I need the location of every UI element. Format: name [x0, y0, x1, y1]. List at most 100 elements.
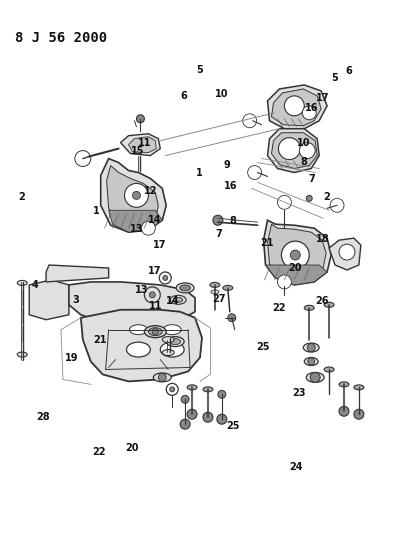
Ellipse shape [303, 343, 319, 352]
Text: 5: 5 [331, 73, 338, 83]
Text: 4: 4 [32, 280, 38, 290]
Polygon shape [109, 211, 162, 232]
Polygon shape [329, 238, 361, 270]
Text: 12: 12 [144, 186, 157, 196]
Ellipse shape [354, 385, 364, 390]
Circle shape [213, 215, 223, 225]
Text: 6: 6 [181, 91, 188, 101]
Text: 24: 24 [289, 462, 303, 472]
Polygon shape [272, 133, 317, 168]
Text: 10: 10 [215, 89, 228, 99]
Ellipse shape [166, 337, 184, 346]
Text: 28: 28 [36, 412, 50, 422]
Circle shape [142, 221, 155, 235]
Circle shape [132, 191, 140, 199]
Circle shape [149, 292, 155, 298]
Text: 2: 2 [323, 191, 330, 201]
Ellipse shape [180, 285, 190, 291]
Text: 9: 9 [224, 160, 230, 169]
Circle shape [124, 183, 148, 207]
Text: 7: 7 [309, 174, 315, 184]
Ellipse shape [324, 367, 334, 372]
Polygon shape [81, 310, 202, 382]
Text: 15: 15 [130, 146, 144, 156]
Ellipse shape [153, 373, 171, 382]
Text: 19: 19 [65, 353, 79, 362]
Ellipse shape [162, 350, 174, 356]
Circle shape [290, 250, 300, 260]
Ellipse shape [163, 325, 181, 335]
Circle shape [187, 409, 197, 419]
Text: 22: 22 [272, 303, 286, 313]
Circle shape [170, 387, 175, 392]
Text: 8: 8 [301, 157, 308, 166]
Circle shape [299, 143, 315, 158]
Ellipse shape [174, 297, 183, 302]
Circle shape [339, 406, 349, 416]
Text: 27: 27 [212, 294, 226, 304]
Circle shape [203, 412, 213, 422]
Text: 8: 8 [229, 216, 236, 227]
Circle shape [218, 390, 226, 398]
Text: 10: 10 [297, 139, 311, 149]
Circle shape [217, 414, 227, 424]
Text: 20: 20 [288, 263, 301, 272]
Text: 14: 14 [148, 215, 161, 225]
Circle shape [278, 138, 300, 159]
Ellipse shape [324, 302, 334, 308]
Ellipse shape [148, 328, 162, 336]
Text: 17: 17 [148, 266, 161, 276]
Text: 11: 11 [138, 139, 152, 149]
Text: 11: 11 [149, 301, 162, 311]
Ellipse shape [339, 382, 349, 387]
Ellipse shape [210, 282, 220, 287]
Text: 6: 6 [346, 67, 352, 76]
Text: 26: 26 [316, 296, 329, 306]
Text: 17: 17 [316, 93, 329, 103]
Circle shape [354, 409, 364, 419]
Circle shape [280, 278, 288, 286]
Circle shape [158, 374, 166, 382]
Circle shape [75, 151, 91, 166]
Circle shape [159, 272, 171, 284]
Text: 21: 21 [260, 238, 274, 248]
Circle shape [246, 117, 254, 125]
Circle shape [310, 373, 320, 382]
Circle shape [280, 198, 288, 206]
Circle shape [166, 383, 178, 395]
Ellipse shape [170, 295, 186, 304]
Ellipse shape [160, 342, 184, 357]
Ellipse shape [211, 290, 219, 294]
Text: 17: 17 [153, 240, 166, 251]
Ellipse shape [162, 337, 174, 343]
Circle shape [278, 275, 291, 289]
Circle shape [278, 196, 291, 209]
Ellipse shape [223, 285, 233, 290]
Text: 21: 21 [93, 335, 107, 345]
Text: 1: 1 [93, 206, 100, 216]
Polygon shape [29, 280, 69, 320]
Circle shape [248, 166, 262, 180]
Circle shape [251, 168, 258, 176]
Circle shape [307, 344, 315, 352]
Polygon shape [46, 265, 109, 282]
Circle shape [180, 419, 190, 429]
Text: 1: 1 [196, 168, 202, 177]
Circle shape [163, 276, 168, 280]
Polygon shape [101, 158, 166, 232]
Text: 25: 25 [226, 421, 239, 431]
Polygon shape [272, 89, 321, 126]
Ellipse shape [17, 280, 27, 285]
Polygon shape [268, 224, 326, 280]
Circle shape [282, 241, 309, 269]
Text: 20: 20 [126, 443, 139, 454]
Text: 13: 13 [134, 285, 148, 295]
Ellipse shape [304, 305, 314, 310]
Text: 16: 16 [305, 103, 319, 114]
Polygon shape [69, 282, 195, 325]
Circle shape [181, 395, 189, 403]
Circle shape [339, 244, 355, 260]
Circle shape [330, 198, 344, 212]
Text: 2: 2 [19, 191, 26, 201]
Text: 5: 5 [196, 66, 202, 75]
